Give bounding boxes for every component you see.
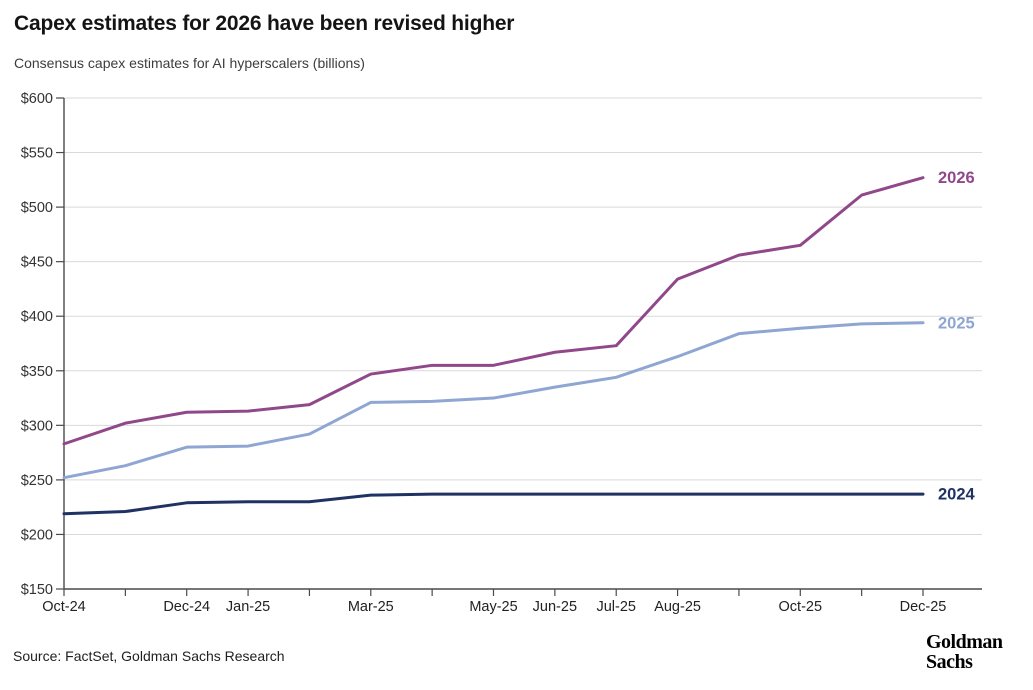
y-tick-label-400: $400 xyxy=(21,309,53,325)
series-label-2024: 2024 xyxy=(938,486,976,504)
x-tick-label-Dec-25: Dec-25 xyxy=(900,599,947,615)
source-note: Source: FactSet, Goldman Sachs Research xyxy=(13,648,285,664)
x-tick-label-Oct-24: Oct-24 xyxy=(42,599,86,615)
y-tick-label-500: $500 xyxy=(21,200,53,216)
series-line-2026 xyxy=(62,176,925,446)
logo-line-1: Goldman xyxy=(926,631,1003,653)
x-tick-label-Jan-25: Jan-25 xyxy=(226,599,270,615)
y-tick-label-200: $200 xyxy=(21,527,53,543)
y-tick-label-550: $550 xyxy=(21,146,53,162)
y-tick-label-600: $600 xyxy=(21,91,53,107)
chart-subtitle: Consensus capex estimates for AI hypersc… xyxy=(14,55,365,71)
y-tick-label-450: $450 xyxy=(21,255,53,271)
page-title: Capex estimates for 2026 have been revis… xyxy=(14,12,515,35)
x-tick-label-Mar-25: Mar-25 xyxy=(348,599,394,615)
x-tick-label-Aug-25: Aug-25 xyxy=(654,599,701,615)
x-tick-label-Oct-25: Oct-25 xyxy=(779,599,823,615)
y-tick-label-150: $150 xyxy=(21,582,53,598)
x-tick-label-Jun-25: Jun-25 xyxy=(533,599,577,615)
y-tick-label-300: $300 xyxy=(21,418,53,434)
series-line-2025 xyxy=(62,321,925,480)
x-tick-label-Dec-24: Dec-24 xyxy=(163,599,210,615)
y-tick-label-250: $250 xyxy=(21,473,53,489)
x-tick-label-May-25: May-25 xyxy=(469,599,517,615)
x-tick-label-Jul-25: Jul-25 xyxy=(596,599,636,615)
goldman-sachs-logo: Goldman Sachs xyxy=(926,632,1003,672)
series-line-2024 xyxy=(62,492,925,516)
series-label-2026: 2026 xyxy=(938,169,975,187)
logo-line-2: Sachs xyxy=(926,651,973,673)
series-label-2025: 2025 xyxy=(938,314,975,332)
y-tick-label-350: $350 xyxy=(21,364,53,380)
